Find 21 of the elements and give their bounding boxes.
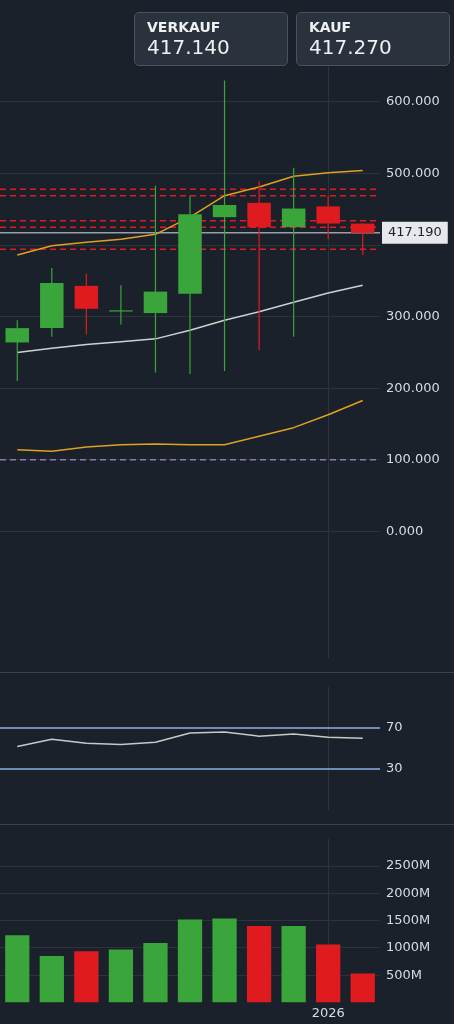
y-tick-label: 500.000 [386,164,440,180]
y-tick-label: 500M [386,966,423,982]
quote-box: VERKAUF 417.140 [134,12,288,66]
quote-box: KAUF 417.270 [296,12,450,66]
y-tick-label: 30 [386,760,403,776]
y-tick-label: 70 [386,719,403,735]
y-tick-label: 1500M [386,911,431,927]
x-tick-label: 2026 [311,1004,345,1020]
annotation: KAUF [309,19,353,35]
y-tick-label: 2000M [386,884,431,900]
y-tick-label: 2500M [386,857,431,873]
annotation: VERKAUF [147,19,222,35]
y-tick-label: 200.000 [386,379,440,395]
y-tick-label: 0.000 [386,522,424,538]
y-tick-label: 1000M [386,939,431,955]
ref-line-label: 417.190 [388,224,442,240]
annotation: 417.270 [309,35,393,59]
annotation: 417.140 [147,35,231,59]
y-tick-label: 100.000 [386,451,440,467]
y-tick-label: 600.000 [386,93,440,109]
y-tick-label: 300.000 [386,308,440,324]
